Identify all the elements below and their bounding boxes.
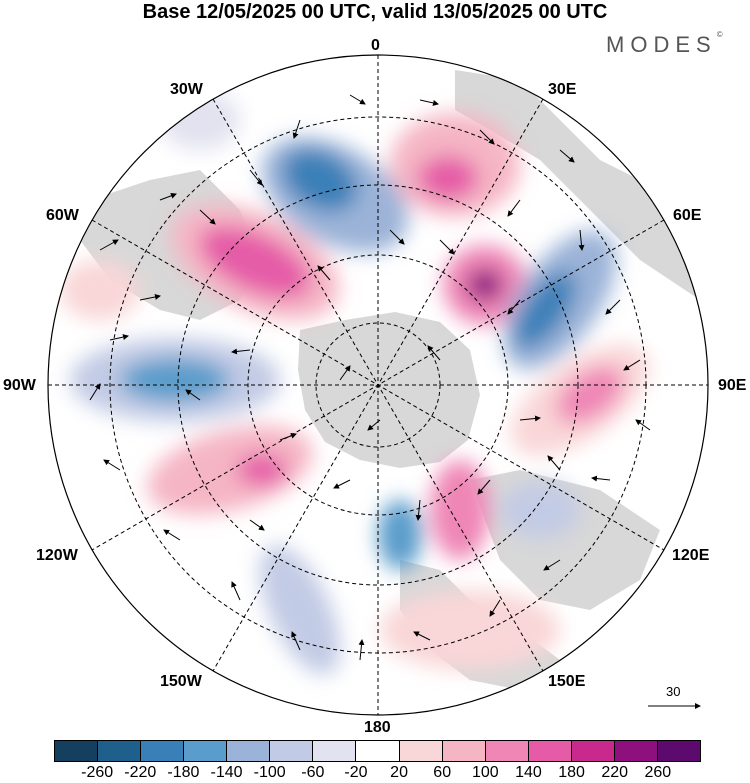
- colorbar-tick-label: -100: [253, 764, 286, 781]
- colorbar-tick-label: -140: [210, 764, 243, 781]
- colorbar-tick-label: 20: [390, 764, 408, 781]
- colorbar-swatch: [528, 741, 572, 761]
- colorbar-tick-label: 140: [515, 764, 542, 781]
- map-title: Base 12/05/2025 00 UTC, valid 13/05/2025…: [142, 1, 608, 23]
- brand-mark: ©: [716, 30, 723, 39]
- brand-name: MODES: [606, 32, 717, 57]
- lon-label-60e: 60E: [673, 207, 702, 224]
- wind-vectors: [89, 94, 651, 661]
- map-border: [47, 54, 709, 716]
- colorbar-swatch: [184, 741, 228, 761]
- colorbar-swatch: [141, 741, 185, 761]
- lon-label-150w: 150W: [160, 673, 202, 690]
- lon-label-90w: 90W: [3, 377, 36, 394]
- colorbar-swatch: [356, 741, 400, 761]
- anomaly-field: [60, 90, 650, 675]
- colorbar-swatch: [614, 741, 658, 761]
- graticule: [48, 55, 708, 715]
- colorbar-swatch: [270, 741, 314, 761]
- lon-label-0: 0: [371, 37, 380, 54]
- reference-vector-label: 30: [666, 684, 681, 699]
- lon-label-120e: 120E: [672, 547, 710, 564]
- colorbar-tick-label: -20: [344, 764, 368, 781]
- brand-logo: MODES©: [606, 30, 723, 58]
- colorbar-swatch: [657, 741, 700, 761]
- lon-label-90e: 90E: [718, 377, 747, 394]
- lon-label-30w: 30W: [170, 81, 203, 98]
- colorbar-swatch: [442, 741, 486, 761]
- lon-label-30e: 30E: [548, 81, 577, 98]
- lon-label-150e: 150E: [548, 673, 586, 690]
- colorbar-swatch: [485, 741, 529, 761]
- lon-label-180: 180: [364, 719, 391, 736]
- colorbar: [54, 740, 701, 762]
- colorbar-swatch: [55, 741, 99, 761]
- colorbar-tick-label: 260: [644, 764, 672, 781]
- colorbar-swatch: [313, 741, 357, 761]
- colorbar-tick-label: -260: [81, 764, 114, 781]
- colorbar-tick-label: -60: [301, 764, 325, 781]
- colorbar-tick-label: 180: [558, 764, 585, 781]
- colorbar-swatch: [227, 741, 271, 761]
- colorbar-tick-label: -220: [124, 764, 157, 781]
- lon-label-120w: 120W: [36, 547, 78, 564]
- colorbar-tick-label: -180: [167, 764, 200, 781]
- colorbar-tick-label: 100: [471, 764, 499, 781]
- colorbar-tick-label: 60: [433, 764, 452, 781]
- colorbar-swatch: [98, 741, 142, 761]
- colorbar-swatch: [571, 741, 615, 761]
- lon-label-60w: 60W: [46, 207, 79, 224]
- colorbar-swatch: [399, 741, 443, 761]
- colorbar-tick-label: 220: [601, 764, 629, 781]
- map-disk: [48, 55, 708, 715]
